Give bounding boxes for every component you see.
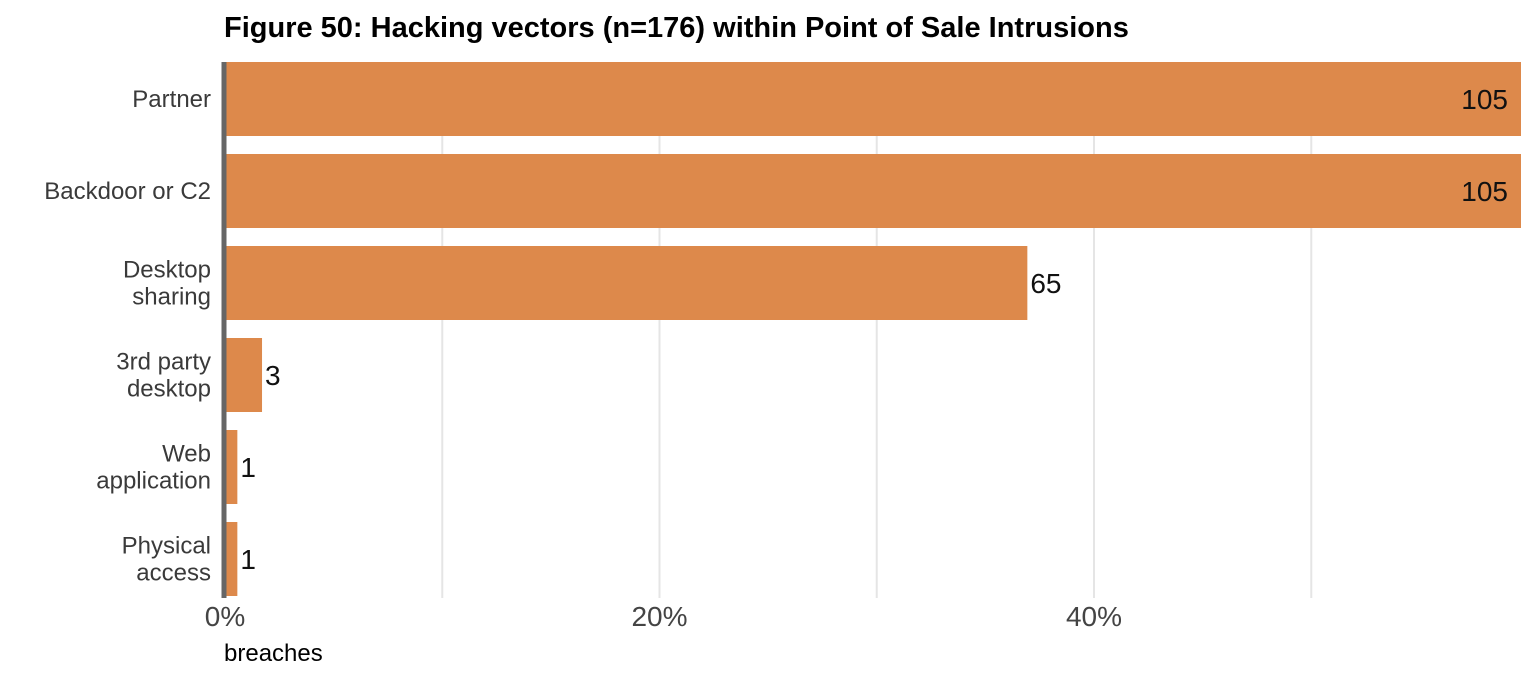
data-label-2: 65 xyxy=(1030,268,1061,299)
data-labels: 105 105 65 3 1 1 xyxy=(240,84,1508,575)
data-label-1: 105 xyxy=(1461,176,1508,207)
bars-group xyxy=(225,62,1521,596)
category-label-1-0: Backdoor or C2 xyxy=(44,178,211,205)
data-label-5: 1 xyxy=(240,544,256,575)
bar-2 xyxy=(225,246,1028,320)
data-label-3: 3 xyxy=(265,360,281,391)
category-label-4-0: Web xyxy=(162,441,211,468)
bar-1 xyxy=(225,154,1521,228)
y-axis-line xyxy=(221,62,227,598)
x-tick-2: 40% xyxy=(1066,601,1122,632)
data-label-0: 105 xyxy=(1461,84,1508,115)
category-label-2-1: sharing xyxy=(132,284,211,311)
category-label-5-1: access xyxy=(136,560,211,587)
category-label-3-0: 3rd party xyxy=(116,349,211,376)
x-tick-1: 20% xyxy=(631,601,687,632)
x-tick-labels: 0% 20% 40% xyxy=(205,601,1122,632)
x-axis-title: breaches xyxy=(224,640,323,667)
category-label-4-1: application xyxy=(96,468,211,495)
bar-3 xyxy=(225,338,263,412)
bar-4 xyxy=(225,430,238,504)
category-label-3-1: desktop xyxy=(127,376,211,403)
category-label-2-0: Desktop xyxy=(123,257,211,284)
bar-0 xyxy=(225,62,1521,136)
bar-5 xyxy=(225,522,238,596)
category-label-5-0: Physical xyxy=(122,533,211,560)
x-tick-0: 0% xyxy=(205,601,245,632)
data-label-4: 1 xyxy=(240,452,256,483)
gridlines xyxy=(441,62,1313,598)
chart-title: Figure 50: Hacking vectors (n=176) withi… xyxy=(224,12,1129,44)
category-label-0-0: Partner xyxy=(132,86,211,113)
